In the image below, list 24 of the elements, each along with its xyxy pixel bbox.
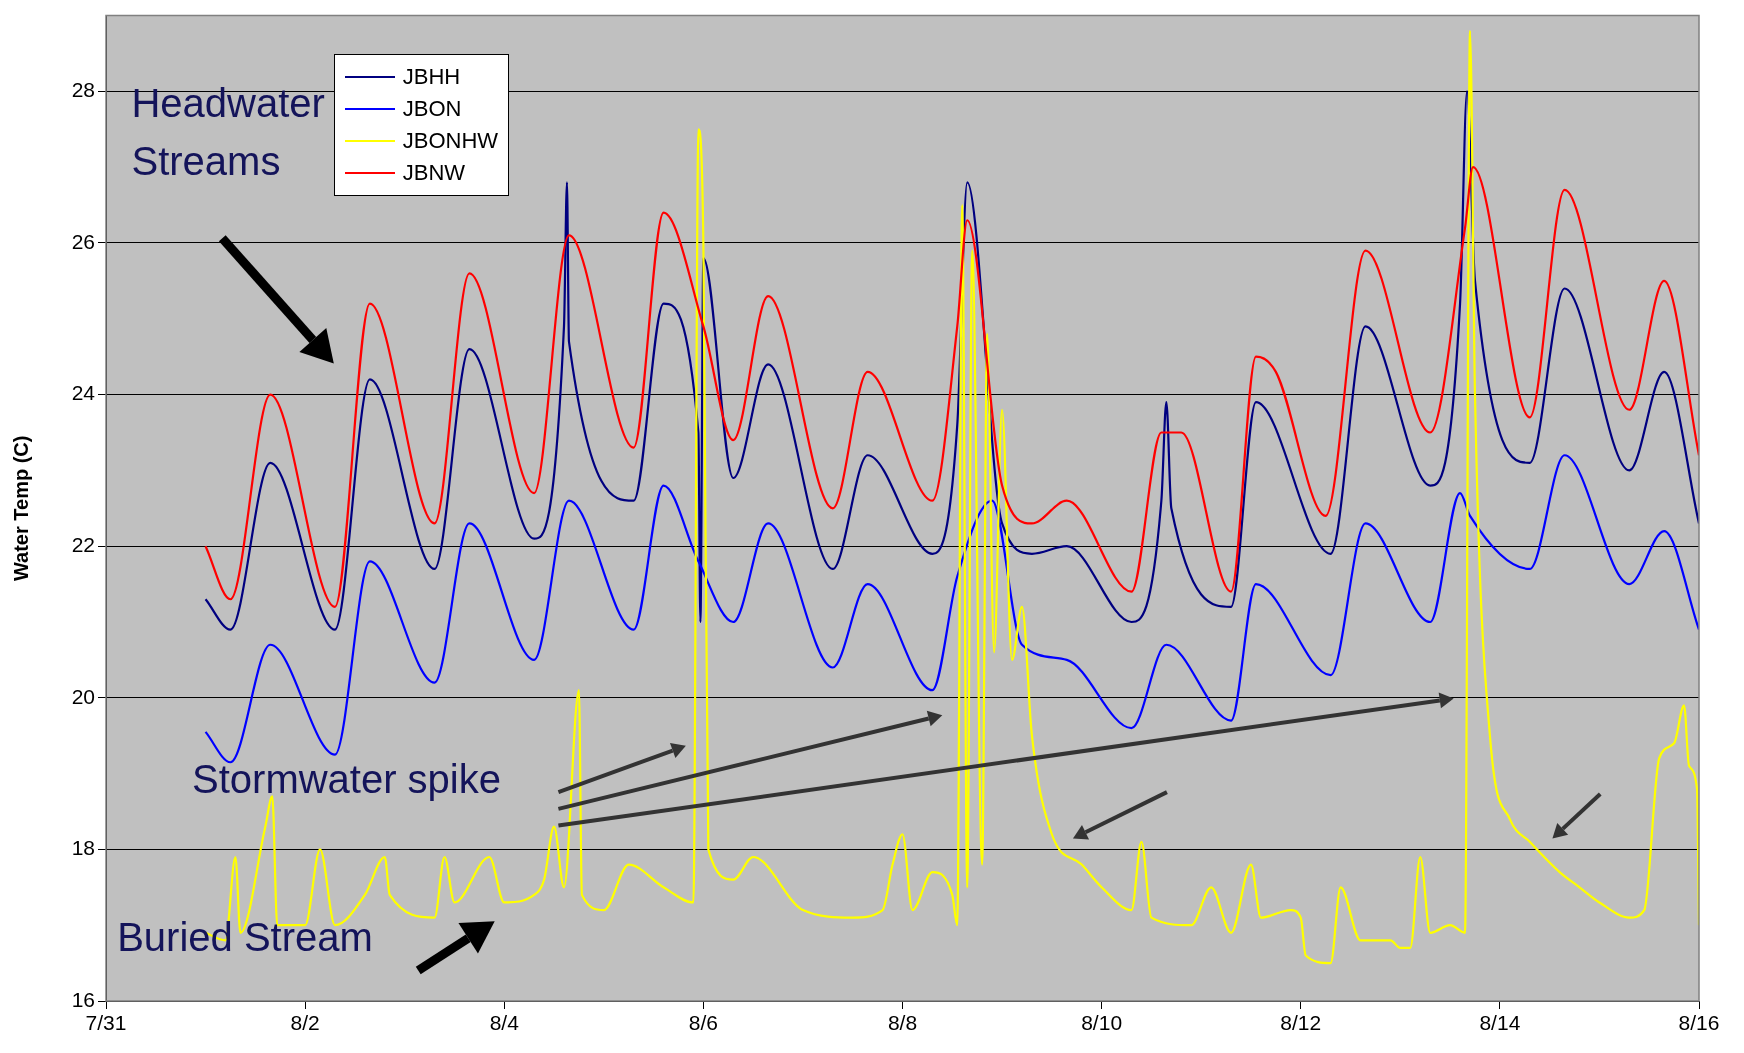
y-tick-label: 26 — [71, 229, 95, 253]
legend-label: JBNW — [402, 159, 466, 186]
y-tick-label: 16 — [71, 987, 95, 1011]
x-tick-label: 8/16 — [1678, 1011, 1720, 1035]
x-tick-label: 8/14 — [1479, 1011, 1521, 1035]
x-tick-label: 8/6 — [688, 1011, 718, 1035]
y-axis-title: Water Temp (C) — [9, 435, 32, 582]
y-tick-label: 20 — [71, 684, 95, 708]
legend-label: JBONHW — [402, 127, 499, 154]
y-tick-label: 24 — [71, 381, 96, 405]
y-tick-label: 22 — [71, 533, 95, 556]
y-tick-label: 28 — [71, 78, 95, 102]
x-tick-label: 7/31 — [85, 1011, 127, 1035]
x-tick-label: 8/2 — [290, 1011, 320, 1035]
x-tick-label: 8/12 — [1280, 1011, 1322, 1035]
legend-label: JBHH — [402, 63, 461, 90]
y-tick-label: 18 — [71, 836, 95, 860]
x-tick-label: 8/8 — [887, 1011, 918, 1035]
annotation: Stormwater spike — [192, 756, 501, 804]
annotation: Buried Stream — [117, 913, 373, 961]
x-tick-label: 8/10 — [1081, 1011, 1123, 1035]
legend-label: JBON — [402, 95, 462, 122]
x-tick-label: 8/4 — [489, 1011, 520, 1035]
annotation: Headwater Streams — [131, 79, 326, 185]
